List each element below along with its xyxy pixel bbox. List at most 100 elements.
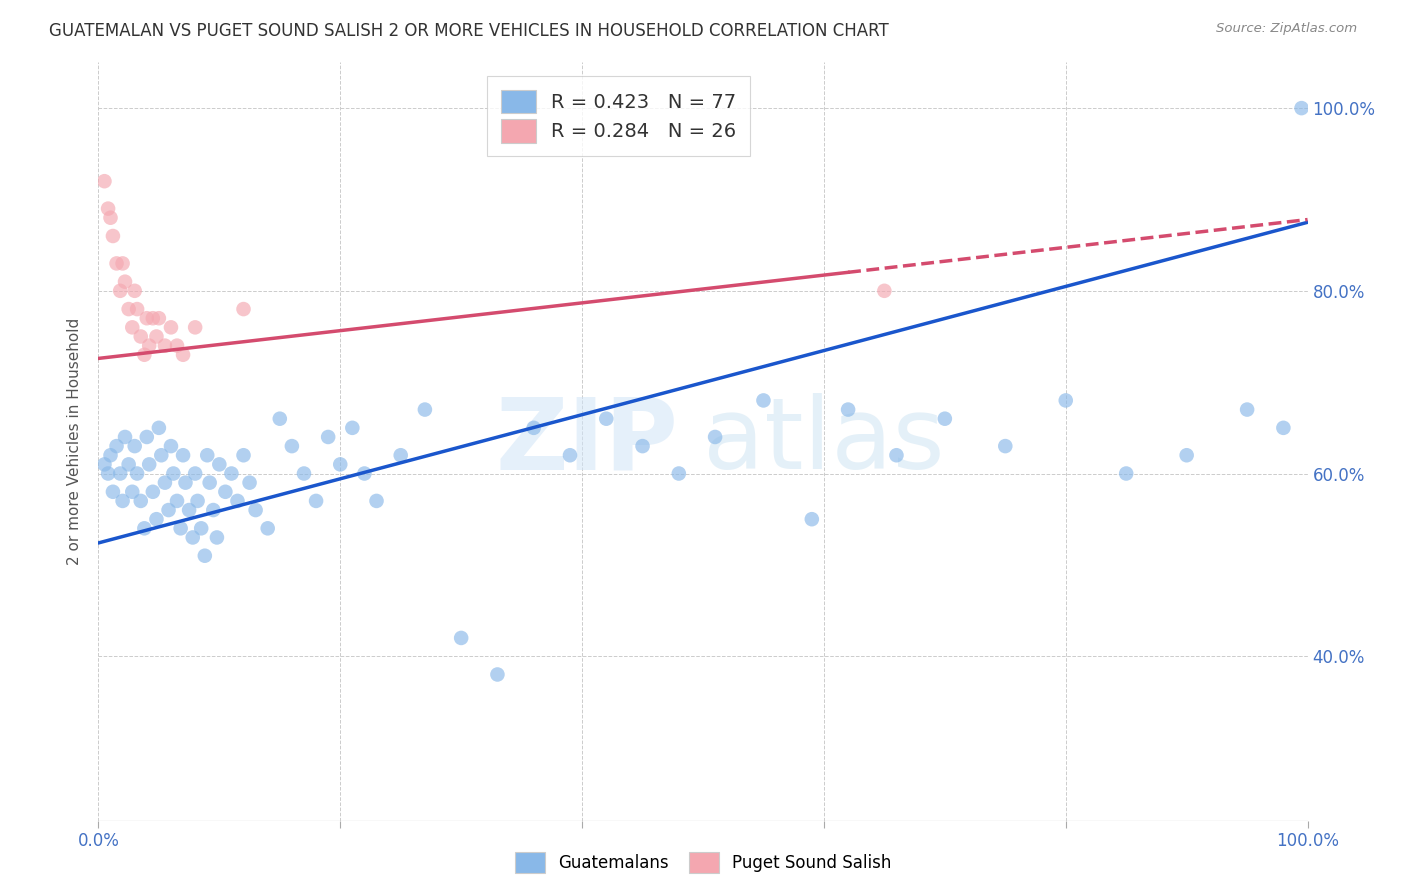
Point [129,329,152,343]
Point [105,439,128,453]
Point [187,494,209,508]
Point [214,484,236,499]
Point [256,521,278,535]
Point [195,448,218,462]
Point [114,275,136,289]
Point [142,484,165,499]
Point [111,256,134,270]
Point [135,311,157,326]
Point [194,549,217,563]
Point [202,503,225,517]
Point [1175,448,1198,462]
Point [93,458,115,472]
Point [450,631,472,645]
Point [232,302,254,317]
Point [153,338,176,352]
Legend: Guatemalans, Puget Sound Salish: Guatemalans, Puget Sound Salish [508,846,898,880]
Point [631,439,654,453]
Point [169,521,191,535]
Y-axis label: 2 or more Vehicles in Household: 2 or more Vehicles in Household [67,318,83,566]
Point [172,348,194,362]
Point [138,338,160,352]
Point [148,421,170,435]
Point [118,458,141,472]
Point [1272,421,1295,435]
Point [108,284,131,298]
Point [342,421,364,435]
Point [184,320,207,334]
Point [523,421,546,435]
Point [208,458,231,472]
Point [134,521,156,535]
Point [160,320,183,334]
Point [172,448,194,462]
Point [124,284,146,298]
Text: atlas: atlas [703,393,945,490]
Point [127,467,149,481]
Point [101,484,124,499]
Text: Source: ZipAtlas.com: Source: ZipAtlas.com [1216,22,1357,36]
Point [124,439,146,453]
Point [413,402,436,417]
Point [486,667,509,681]
Point [134,348,156,362]
Point [558,448,581,462]
Point [1291,101,1313,115]
Point [108,467,131,481]
Point [269,411,291,425]
Point [292,467,315,481]
Point [752,393,775,408]
Point [668,467,690,481]
Point [181,531,204,545]
Point [105,256,128,270]
Point [198,475,221,490]
Point [226,494,249,508]
Point [886,448,908,462]
Point [114,430,136,444]
Point [138,458,160,472]
Point [135,430,157,444]
Point [97,467,120,481]
Point [166,338,188,352]
Point [142,311,165,326]
Point [97,202,120,216]
Text: ZIP: ZIP [496,393,679,490]
Point [353,467,375,481]
Point [93,174,115,188]
Point [595,411,617,425]
Point [145,329,167,343]
Point [281,439,304,453]
Point [184,467,207,481]
Point [121,484,143,499]
Point [162,467,184,481]
Point [179,503,201,517]
Point [153,475,176,490]
Point [245,503,267,517]
Point [1115,467,1137,481]
Point [366,494,388,508]
Point [239,475,262,490]
Text: GUATEMALAN VS PUGET SOUND SALISH 2 OR MORE VEHICLES IN HOUSEHOLD CORRELATION CHA: GUATEMALAN VS PUGET SOUND SALISH 2 OR MO… [49,22,889,40]
Point [1236,402,1258,417]
Legend: R = 0.423   N = 77, R = 0.284   N = 26: R = 0.423 N = 77, R = 0.284 N = 26 [486,76,749,156]
Point [145,512,167,526]
Point [329,458,352,472]
Point [190,521,212,535]
Point [221,467,243,481]
Point [148,311,170,326]
Point [100,211,122,225]
Point [150,448,173,462]
Point [704,430,727,444]
Point [166,494,188,508]
Point [100,448,122,462]
Point [934,411,956,425]
Point [101,229,124,244]
Point [232,448,254,462]
Point [316,430,339,444]
Point [157,503,180,517]
Point [389,448,412,462]
Point [174,475,197,490]
Point [111,494,134,508]
Point [160,439,183,453]
Point [205,531,228,545]
